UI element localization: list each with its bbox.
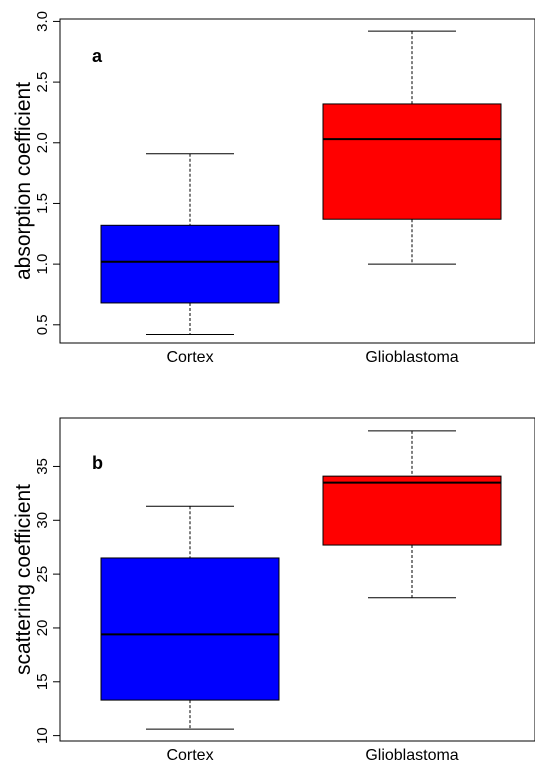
iqr-box: [322, 103, 502, 220]
box-glioblastoma: Glioblastoma: [322, 430, 502, 764]
box-cortex: Cortex: [100, 153, 280, 366]
y-tick-label: 1.5: [34, 193, 51, 214]
y-tick-label: 3.0: [34, 11, 51, 32]
y-tick-label: 2.0: [34, 132, 51, 153]
y-tick-label: 15: [34, 673, 51, 690]
y-tick-label: 35: [34, 458, 51, 475]
x-category-label: Cortex: [166, 747, 213, 764]
panel-letter: b: [92, 453, 103, 473]
y-tick-label: 2.5: [34, 72, 51, 93]
box-glioblastoma: Glioblastoma: [322, 30, 502, 366]
y-tick-label: 10: [34, 727, 51, 744]
y-tick-label: 30: [34, 512, 51, 529]
iqr-box: [100, 224, 280, 304]
box-cortex: Cortex: [100, 505, 280, 764]
iqr-box: [322, 475, 502, 546]
y-tick-label: 0.5: [34, 314, 51, 335]
y-axis-title: absorption coefficient: [12, 82, 35, 280]
y-tick-label: 1.0: [34, 254, 51, 275]
panel-a: 0.5 1.0 1.5 2.0 2.5 3.0 absorption coefficient…: [12, 11, 535, 366]
x-category-label: Glioblastoma: [365, 349, 458, 366]
x-category-label: Glioblastoma: [365, 747, 458, 764]
x-category-label: Cortex: [166, 349, 213, 366]
panel-b: 10 15 20 25 30 35 scattering coefficient b Corte…: [12, 417, 535, 764]
y-axis-title: scattering coefficient: [12, 484, 35, 675]
y-tick-label: 25: [34, 566, 51, 583]
panel-letter: a: [92, 46, 103, 66]
y-tick-label: 20: [34, 620, 51, 637]
iqr-box: [100, 557, 280, 701]
